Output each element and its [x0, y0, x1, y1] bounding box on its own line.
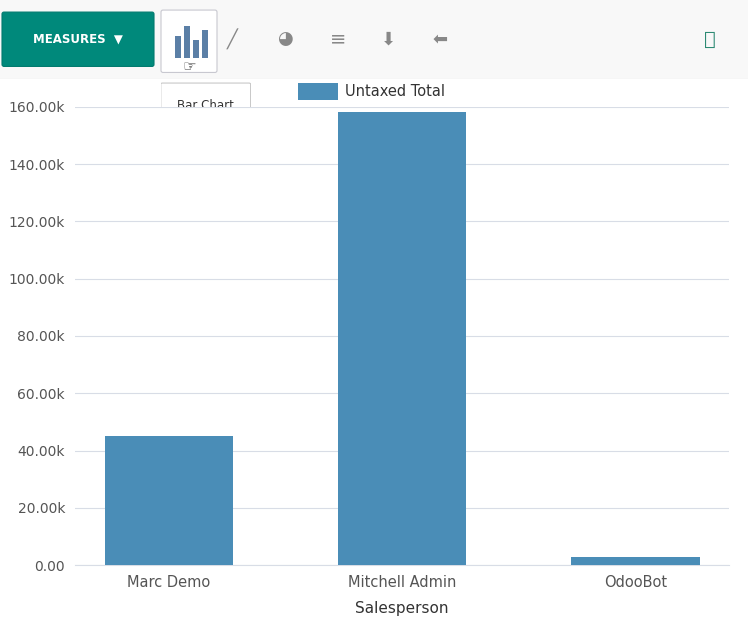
Text: MEASURES  ▼: MEASURES ▼ — [33, 33, 123, 46]
X-axis label: Salesperson: Salesperson — [355, 601, 449, 616]
Bar — [193, 40, 199, 58]
Text: ⬇: ⬇ — [381, 30, 396, 48]
Bar — [184, 26, 190, 58]
Bar — [105, 436, 233, 565]
FancyBboxPatch shape — [161, 83, 251, 127]
Bar — [202, 30, 208, 58]
Bar — [298, 82, 338, 100]
Text: Untaxed Total: Untaxed Total — [345, 84, 445, 99]
Text: ≡: ≡ — [330, 30, 346, 49]
Bar — [571, 556, 699, 565]
Text: ╱: ╱ — [227, 29, 237, 50]
Bar — [175, 36, 181, 58]
Text: ☞: ☞ — [183, 60, 196, 75]
Bar — [338, 112, 466, 565]
FancyBboxPatch shape — [161, 10, 217, 72]
FancyBboxPatch shape — [2, 12, 154, 67]
Text: ⛰: ⛰ — [704, 30, 716, 49]
Text: ⬅: ⬅ — [432, 30, 447, 48]
Text: Bar Chart: Bar Chart — [177, 99, 234, 112]
Text: ◕: ◕ — [277, 30, 293, 48]
